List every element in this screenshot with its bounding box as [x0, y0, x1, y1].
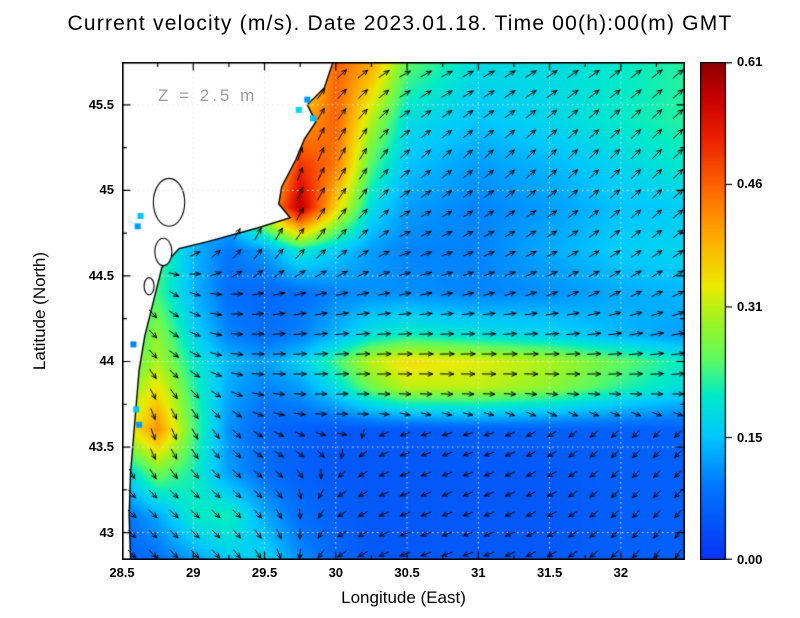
y-tick-label: 45 — [99, 182, 114, 198]
colorbar-canvas — [700, 62, 740, 560]
y-tick-label: 44.5 — [88, 267, 114, 283]
x-tick-label: 30 — [328, 565, 344, 580]
x-tick-label: 30.5 — [394, 565, 420, 580]
figure-title: Current velocity (m/s). Date 2023.01.18.… — [67, 12, 733, 35]
x-tick-label: 32 — [613, 565, 629, 580]
depth-annotation: Z = 2.5 m — [158, 86, 258, 105]
colorbar-tick-label: 0.46 — [737, 176, 763, 192]
colorbar-tick-label: 0.61 — [737, 54, 763, 69]
y-tick-label: 44 — [99, 353, 114, 369]
y-tick-label: 43 — [99, 524, 114, 540]
colorbar-tick-label: 0.31 — [737, 298, 763, 314]
colorbar-tick-label: 0.15 — [737, 429, 763, 445]
velocity-map-canvas — [122, 62, 685, 560]
colorbar-tick-label: 0.00 — [737, 552, 763, 567]
x-axis-label: Longitude (East) — [341, 588, 466, 607]
y-tick-label: 45.5 — [88, 96, 114, 112]
x-tick-label: 28.5 — [109, 565, 135, 580]
x-tick-label: 29.5 — [251, 565, 278, 580]
x-tick-label: 31.5 — [536, 565, 563, 580]
x-tick-label: 29 — [186, 565, 201, 580]
x-tick-label: 31 — [471, 565, 486, 580]
y-axis-label: Latitude (North) — [30, 251, 49, 371]
y-tick-label: 43.5 — [88, 439, 114, 455]
